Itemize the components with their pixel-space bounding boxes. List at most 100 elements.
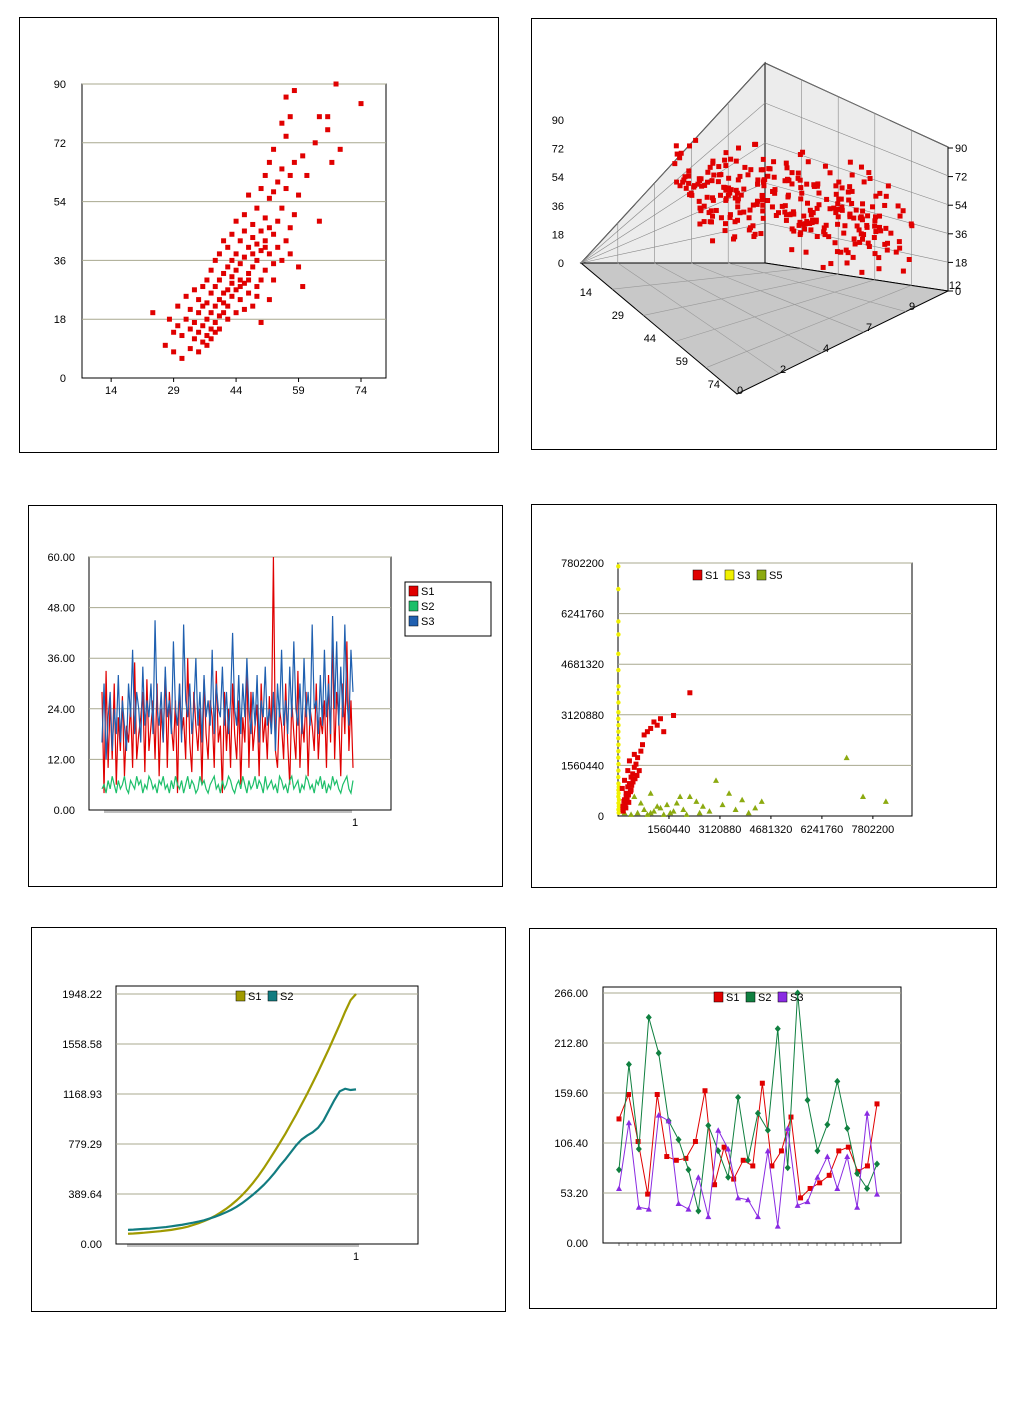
data-point (814, 234, 820, 240)
data-point (266, 297, 272, 303)
x-tick-label: 59 (676, 356, 688, 368)
data-point-s1 (644, 729, 650, 735)
data-point-s3 (725, 1146, 732, 1152)
data-point (872, 223, 878, 229)
data-point-s1 (619, 785, 625, 791)
data-point-s2 (794, 989, 801, 997)
data-point-s5 (752, 804, 759, 811)
data-point (695, 181, 701, 187)
data-point (225, 287, 231, 293)
data-point (742, 164, 748, 170)
data-point (200, 303, 206, 309)
y-tick-label: 389.64 (68, 1189, 102, 1201)
data-point (225, 244, 231, 250)
data-point-s5 (637, 800, 644, 806)
data-point-s5 (654, 803, 661, 809)
series-line-s1 (127, 993, 357, 1235)
gridline (580, 222, 766, 264)
data-point (723, 163, 729, 169)
data-point-s3 (616, 810, 621, 815)
data-point (897, 213, 903, 219)
data-point-s2 (814, 1147, 821, 1155)
legend-label: S2 (421, 601, 434, 613)
data-point-s3 (616, 774, 621, 780)
data-point (246, 244, 252, 250)
data-point-s3 (616, 651, 621, 657)
data-point-s1 (817, 1180, 823, 1186)
data-point-s2 (754, 1109, 761, 1117)
data-point (841, 230, 847, 236)
data-point (691, 184, 697, 190)
data-point-s3 (635, 1204, 642, 1210)
data-point (750, 202, 756, 208)
data-point (808, 227, 814, 233)
data-point (271, 277, 277, 283)
data-point (849, 201, 855, 207)
data-point-s3 (764, 1147, 771, 1154)
data-point-s1 (625, 768, 631, 774)
data-point (847, 184, 853, 190)
data-point (736, 145, 742, 151)
data-point-s5 (706, 808, 713, 814)
data-point-s2 (625, 1060, 632, 1068)
data-point-s2 (635, 1145, 642, 1153)
data-point (789, 226, 795, 232)
y-tick-label: 18 (54, 314, 66, 326)
data-point (835, 221, 841, 227)
data-point (709, 195, 715, 201)
y-tick-label: 1168.93 (63, 1089, 102, 1101)
data-point (250, 303, 256, 309)
data-point (179, 355, 185, 361)
data-point (803, 249, 809, 255)
x-tick-label: 74 (708, 379, 720, 391)
data-point (860, 236, 866, 242)
data-point-s1 (628, 774, 634, 780)
gridline (643, 273, 839, 316)
data-point-s2 (655, 1049, 662, 1057)
data-point-s3 (804, 1198, 811, 1205)
legend-swatch (713, 991, 724, 1003)
data-point (823, 222, 829, 228)
data-point (212, 319, 218, 325)
data-point (237, 277, 243, 283)
data-point-s2 (616, 1166, 622, 1174)
data-point-s5 (680, 806, 687, 813)
data-point (760, 167, 766, 173)
data-point-s1 (712, 1182, 718, 1188)
gridline (654, 262, 822, 354)
data-point (200, 284, 206, 290)
data-point (208, 336, 214, 342)
data-point-s3 (685, 1206, 692, 1212)
y-tick-label: 4681320 (561, 659, 604, 671)
data-point (810, 217, 816, 223)
data-point (786, 177, 792, 183)
data-point (221, 300, 227, 306)
legend-label: S5 (769, 570, 782, 582)
data-point-s1 (673, 1157, 679, 1163)
data-point (175, 323, 181, 329)
x-tick-label: 44 (644, 333, 656, 345)
data-point (258, 319, 264, 325)
scatter-chart-4: 0 1560440 3120880 4681320 6241760 7802200 1560… (561, 558, 913, 836)
legend-swatch (745, 991, 756, 1003)
data-point (683, 185, 689, 191)
data-point (325, 127, 331, 133)
data-point (212, 284, 218, 290)
data-point (760, 156, 766, 162)
data-point (271, 146, 277, 152)
data-point (711, 172, 717, 178)
data-point-s3 (824, 1153, 831, 1160)
data-point-s3 (616, 619, 621, 624)
data-point-s1 (759, 1080, 765, 1086)
data-point (262, 238, 268, 244)
data-point (849, 172, 855, 178)
legend-swatch (408, 615, 419, 627)
data-point (754, 198, 760, 204)
data-point (677, 155, 683, 161)
data-point-s3 (645, 1206, 652, 1212)
data-point-s3 (616, 1185, 622, 1191)
data-point (807, 220, 813, 226)
data-point (906, 257, 912, 263)
data-point-s5 (647, 790, 654, 796)
line-chart-5: 0.00 389.64 779.29 1168.93 1558.58 1948.22 1 S1… (62, 985, 419, 1263)
